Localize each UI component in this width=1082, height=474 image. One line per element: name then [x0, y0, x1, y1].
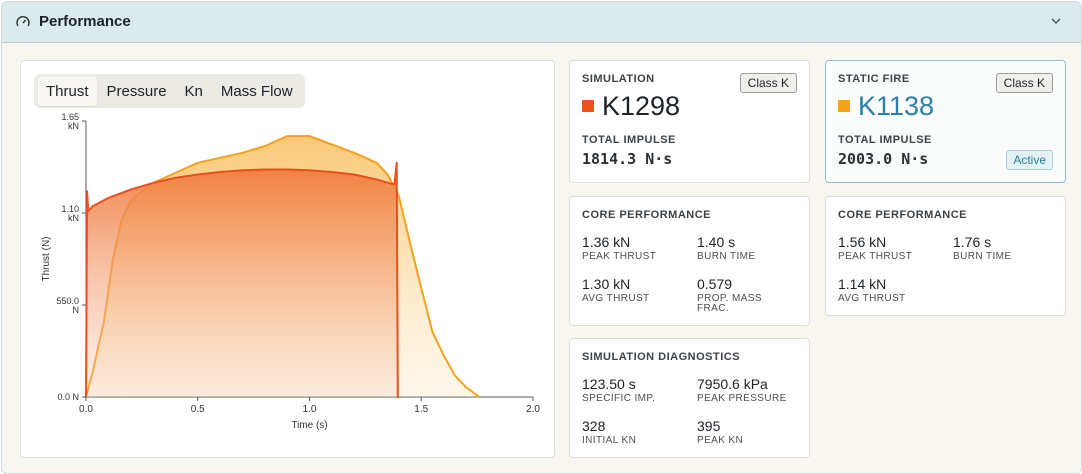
simulation-label: SIMULATION: [582, 73, 655, 85]
x-tick-label: 2.0: [526, 404, 540, 415]
prop-mass-frac-label: FRAC.: [697, 303, 729, 314]
avg-thrust-label: AVG THRUST: [582, 293, 650, 304]
x-axis-label: Time (s): [291, 420, 327, 431]
initial-kn-value: 328: [582, 418, 606, 434]
static-fire-motor: K1138: [858, 91, 935, 121]
peak-kn-label: PEAK KN: [697, 435, 744, 446]
static-fire-label: STATIC FIRE: [838, 73, 910, 85]
series-line-k1298: [85, 161, 399, 398]
class-badge: Class K: [995, 73, 1053, 93]
gauge-icon: [16, 16, 30, 27]
simulation-diagnostics-card: SIMULATION DIAGNOSTICS 123.50 s SPECIFIC…: [569, 338, 810, 458]
burn-time-value: 1.40 s: [697, 234, 736, 250]
prop-mass-frac-value: 0.579: [697, 276, 733, 292]
peak-thrust-value: 1.36 kN: [582, 234, 631, 250]
burn-time-label: BURN TIME: [953, 251, 1012, 262]
y-tick-label: 550.0 N: [56, 296, 79, 315]
core-performance-title: CORE PERFORMANCE: [838, 209, 968, 221]
core-performance-simulation-card: CORE PERFORMANCE 1.36 kN PEAK THRUST 1.4…: [569, 196, 810, 326]
peak-pressure-label: PEAK PRESSURE: [697, 393, 787, 404]
y-tick-label: 1.65 kN: [61, 112, 79, 131]
class-badge: Class K: [739, 73, 797, 93]
simulation-swatch: [582, 100, 594, 112]
avg-thrust-value: 1.14 kN: [838, 276, 887, 292]
static-fire-swatch: [838, 100, 850, 112]
tab-kn[interactable]: Kn: [184, 82, 203, 100]
chevron-down-icon[interactable]: [1049, 14, 1063, 28]
total-impulse-label: TOTAL IMPULSE: [582, 134, 676, 146]
burn-time-value: 1.76 s: [953, 234, 992, 250]
series-area-k1298: [86, 162, 399, 397]
x-tick-label: 1.5: [414, 404, 428, 415]
total-impulse-label: TOTAL IMPULSE: [838, 134, 932, 146]
panel-header[interactable]: Performance: [2, 2, 1081, 43]
peak-thrust-label: PEAK THRUST: [582, 251, 657, 262]
static-fire-card[interactable]: STATIC FIRE Class K K1138 TOTAL IMPULSE …: [825, 60, 1066, 183]
prop-mass-frac-label: PROP. MASS: [697, 293, 762, 304]
simulation-motor: K1298: [602, 91, 681, 121]
active-badge: Active: [1006, 150, 1053, 170]
x-tick-label: 1.0: [303, 404, 317, 415]
tab-pressure[interactable]: Pressure: [106, 82, 167, 100]
simulation-card[interactable]: SIMULATION Class K K1298 TOTAL IMPULSE 1…: [569, 60, 810, 183]
panel-title: Performance: [39, 13, 131, 30]
chart-tabs: Thrust Pressure Kn Mass Flow: [34, 74, 305, 108]
core-performance-static-card: CORE PERFORMANCE 1.56 kN PEAK THRUST 1.7…: [825, 196, 1066, 316]
peak-thrust-value: 1.56 kN: [838, 234, 887, 250]
tab-mass-flow[interactable]: Mass Flow: [220, 82, 293, 100]
specific-impulse-value: 123.50 s: [582, 376, 636, 392]
y-axis-label: Thrust (N): [41, 237, 52, 282]
x-tick-label: 0.0: [79, 404, 93, 415]
tab-thrust[interactable]: Thrust: [38, 76, 97, 106]
peak-kn-value: 395: [697, 418, 721, 434]
thrust-chart: 0.0 0.5 1.0 1.5 2.0 0.0 N 550.0 N 1.10 kN 1.65 kN Ti…: [41, 112, 540, 431]
core-performance-title: CORE PERFORMANCE: [582, 209, 712, 221]
avg-thrust-label: AVG THRUST: [838, 293, 906, 304]
avg-thrust-value: 1.30 kN: [582, 276, 631, 292]
x-tick-label: 0.5: [191, 404, 205, 415]
diagnostics-title: SIMULATION DIAGNOSTICS: [582, 351, 741, 363]
thrust-chart-card: 0.0 0.5 1.0 1.5 2.0 0.0 N 550.0 N 1.10 kN 1.65 kN Ti…: [20, 60, 555, 458]
total-impulse-value: 1814.3 N·s: [582, 150, 673, 168]
specific-impulse-label: SPECIFIC IMP.: [582, 393, 656, 404]
initial-kn-label: INITIAL KN: [582, 435, 637, 446]
peak-thrust-label: PEAK THRUST: [838, 251, 913, 262]
burn-time-label: BURN TIME: [697, 251, 756, 262]
y-tick-label: 0.0 N: [57, 392, 79, 402]
peak-pressure-value: 7950.6 kPa: [697, 376, 768, 392]
total-impulse-value: 2003.0 N·s: [838, 150, 929, 168]
y-tick-label: 1.10 kN: [61, 204, 79, 223]
